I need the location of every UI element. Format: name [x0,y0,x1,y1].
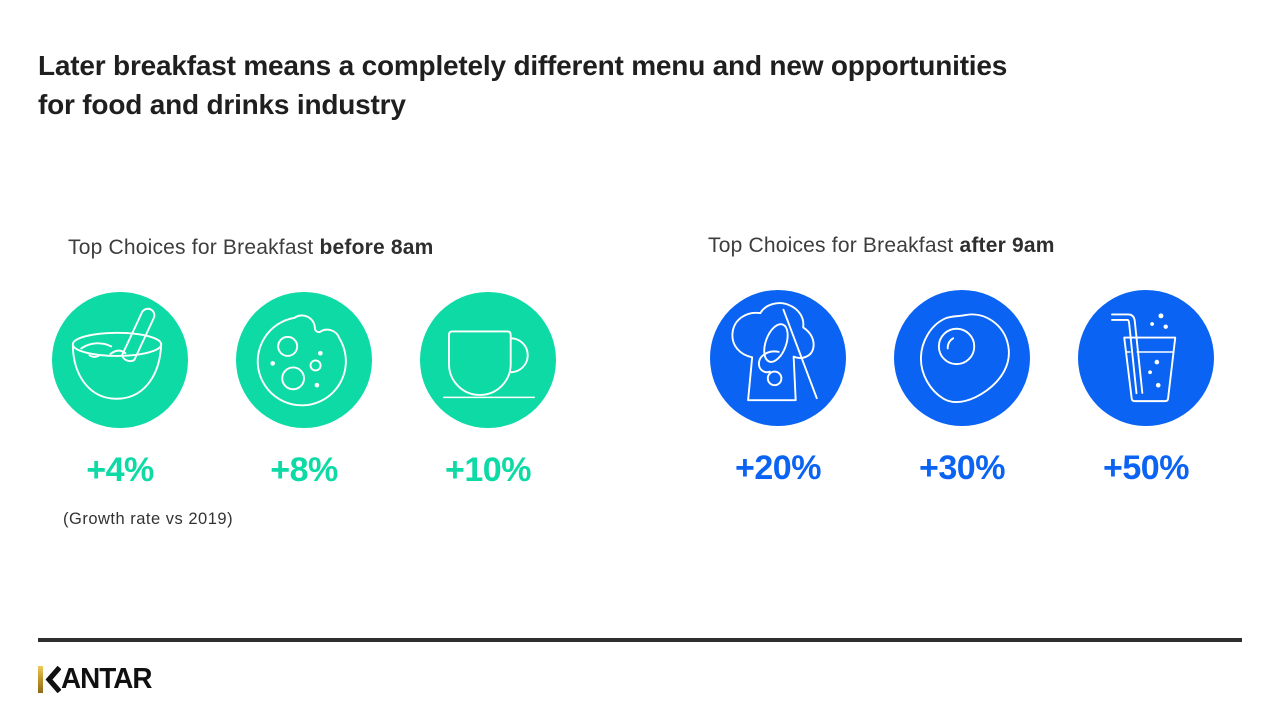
kantar-logo: ANTAR [38,662,155,695]
heading-regular: Top Choices for Breakfast [708,234,960,257]
section-after-9am: Top Choices for Breakfast after 9am +20% [708,232,1214,488]
section-before-8am: Top Choices for Breakfast before 8am +4% [52,234,556,490]
fried-egg-icon [894,290,1030,426]
items-row-after: +20% +30% [710,290,1214,488]
item-cookie: +8% [236,292,372,490]
value-drink: +50% [1103,449,1189,487]
kantar-brand-text: ANTAR [61,662,153,695]
value-cookie: +8% [270,451,338,489]
section-heading-after-9am: Top Choices for Breakfast after 9am [708,232,1214,260]
soda-glass-icon [1078,290,1214,426]
items-row-before: +4% +8% [52,292,556,490]
heading-regular: Top Choices for Breakfast [68,236,320,259]
item-egg: +30% [894,290,1030,488]
value-porridge: +4% [86,451,154,489]
cup-icon [420,292,556,428]
item-porridge: +4% [52,292,188,490]
value-toast: +20% [735,449,821,487]
heading-bold: after 9am [959,234,1055,257]
section-heading-before-8am: Top Choices for Breakfast before 8am [68,234,556,262]
item-cup: +10% [420,292,556,490]
page-title: Later breakfast means a completely diffe… [38,46,1228,124]
heading-bold: before 8am [319,236,434,259]
cookie-icon [236,292,372,428]
footer-divider [38,638,1242,642]
porridge-bowl-icon [52,292,188,428]
item-toast: +20% [710,290,846,488]
kantar-k-chevron [45,665,61,693]
item-drink: +50% [1078,290,1214,488]
page-title-line1: Later breakfast means a completely diffe… [38,50,1008,81]
growth-rate-note: (Growth rate vs 2019) [63,510,234,528]
value-cup: +10% [445,451,531,489]
page-title-line2: for food and drinks industry [38,89,406,120]
kantar-k-gold-bar [38,665,43,693]
value-egg: +30% [919,449,1005,487]
toast-knife-icon [710,290,846,426]
